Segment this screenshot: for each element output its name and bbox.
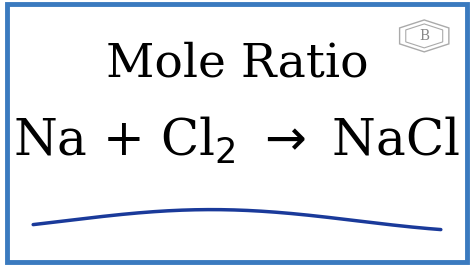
Text: B: B (419, 29, 429, 43)
Text: Na + Cl$_2$ $\rightarrow$ NaCl: Na + Cl$_2$ $\rightarrow$ NaCl (13, 115, 461, 167)
Text: Mole Ratio: Mole Ratio (106, 41, 368, 86)
